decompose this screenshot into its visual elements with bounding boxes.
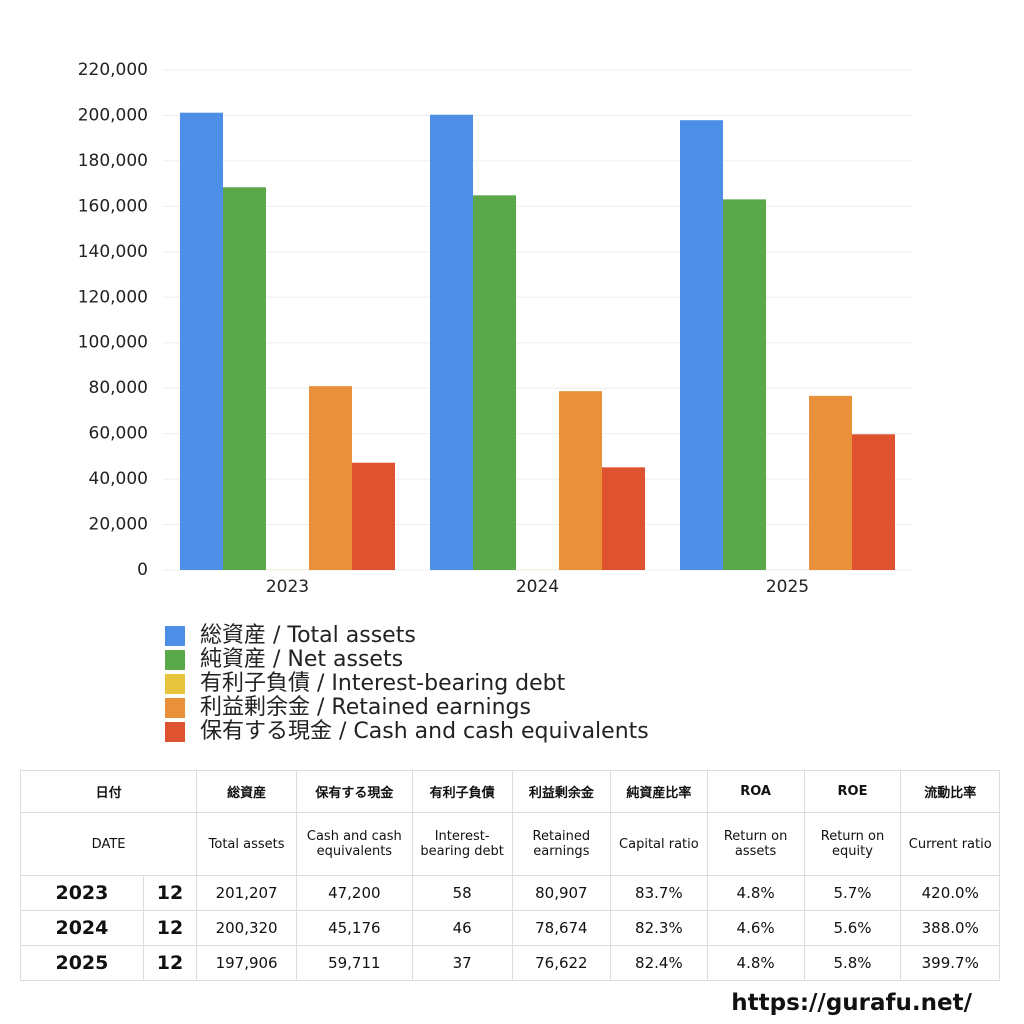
table-cell: 420.0% [900,875,1000,911]
table-cell: 4.8% [706,875,805,911]
y-tick-label: 120,000 [78,287,148,307]
header-cell: Retained earnings [511,812,612,876]
header-cell: Cash and cash equivalents [296,812,413,876]
table-cell: 59,711 [296,945,413,981]
header-cell: Interest-bearing debt [411,812,513,876]
legend-label: 総資産 / Total assets [200,623,416,648]
y-tick-label: 0 [137,560,148,580]
table-row: 2023 12 201,207 47,200 58 80,907 83.7% 4.8% 5.7%… [20,875,1000,911]
table-row: 2024 12 200,320 45,176 46 78,674 82.3% 4.6% 5.6%… [20,910,1000,946]
bar [352,462,395,570]
table-cell: 5.7% [803,875,902,911]
bar [852,434,895,570]
table-cell: 37 [411,945,513,981]
table-cell: 399.7% [900,945,1000,981]
table-cell: 4.6% [706,910,805,946]
legend-label: 純資産 / Net assets [200,647,403,672]
legend-label: 利益剰余金 / Retained earnings [200,695,531,720]
site-url: https://gurafu.net/ [731,990,972,1016]
legend-swatch [165,626,185,646]
header-cell: 総資産 [196,770,298,813]
header-cell: Current ratio [900,812,1000,876]
table-cell: 12 [142,875,198,911]
legend-swatch [165,698,185,718]
y-tick-label: 220,000 [78,60,148,80]
header-cell: 日付 [19,770,198,813]
y-tick-label: 40,000 [89,469,148,489]
x-tick-label: 2025 [766,577,809,597]
header-cell: Capital ratio [610,812,708,876]
table-cell: 2024 [20,910,144,946]
bar [559,391,602,570]
y-tick-label: 60,000 [89,424,148,444]
y-tick-label: 200,000 [78,105,148,125]
y-tick-label: 20,000 [89,515,148,535]
table-cell: 76,622 [511,945,612,981]
bar [430,114,473,571]
table-cell: 2025 [20,945,144,981]
chart: 0 20,000 40,000 60,000 80,000 100,000 120,000 1… [78,60,913,744]
header-cell: 純資産比率 [610,770,708,813]
y-tick-label: 180,000 [78,151,148,171]
table-cell: 83.7% [610,875,708,911]
table-cell: 5.8% [803,945,902,981]
legend-label: 保有する現金 / Cash and cash equivalents [200,719,649,744]
table-cell: 200,320 [196,910,298,946]
header-cell: DATE [19,812,198,876]
table-cell: 5.6% [803,910,902,946]
header-cell: Total assets [196,812,298,876]
table-cell: 82.3% [610,910,708,946]
y-tick-label: 140,000 [78,242,148,262]
header-cell: 流動比率 [900,770,1000,813]
bar [602,467,645,570]
table-cell: 388.0% [900,910,1000,946]
table-row: DATE Total assets Cash and cash equivalent… [19,812,1000,876]
bar [680,120,723,571]
header-cell: ROA [706,770,805,813]
x-tick-label: 2023 [266,577,309,597]
x-tick-label: 2024 [516,577,559,597]
y-tick-label: 100,000 [78,333,148,353]
y-tick-label: 160,000 [78,196,148,216]
header-cell: ROE [803,770,902,813]
bar [809,395,852,570]
y-tick-label: 80,000 [89,378,148,398]
header-cell: Return on assets [706,812,805,876]
header-cell: 利益剰余金 [511,770,612,813]
bar [473,195,516,570]
table-cell: 80,907 [511,875,612,911]
table-cell: 82.4% [610,945,708,981]
table-cell: 12 [142,945,198,981]
header-cell: 保有する現金 [296,770,413,813]
header-cell: Return on equity [803,812,902,876]
legend-swatch [165,674,185,694]
legend-swatch [165,722,185,742]
table-cell: 78,674 [511,910,612,946]
table-cell: 58 [411,875,513,911]
table-cell: 47,200 [296,875,413,911]
legend-label: 有利子負債 / Interest-bearing debt [200,671,566,696]
data-table: 日付 総資産 保有する現金 有利子負債 利益剰余金 純資産比率 ROA ROE 流動比率 DATE… [19,770,1000,981]
table-row: 日付 総資産 保有する現金 有利子負債 利益剰余金 純資産比率 ROA ROE 流動比率 [19,770,1000,813]
bar [309,386,352,570]
table-row: 2025 12 197,906 59,711 37 76,622 82.4% 4.8% 5.8%… [20,945,1000,981]
table-cell: 201,207 [196,875,298,911]
bar [723,199,766,570]
table-cell: 4.8% [706,945,805,981]
table-cell: 45,176 [296,910,413,946]
header-cell: 有利子負債 [411,770,513,813]
legend-swatch [165,650,185,670]
table-cell: 197,906 [196,945,298,981]
table-cell: 46 [411,910,513,946]
bar [180,112,223,570]
bar [223,187,266,570]
table-cell: 12 [142,910,198,946]
table-cell: 2023 [20,875,144,911]
